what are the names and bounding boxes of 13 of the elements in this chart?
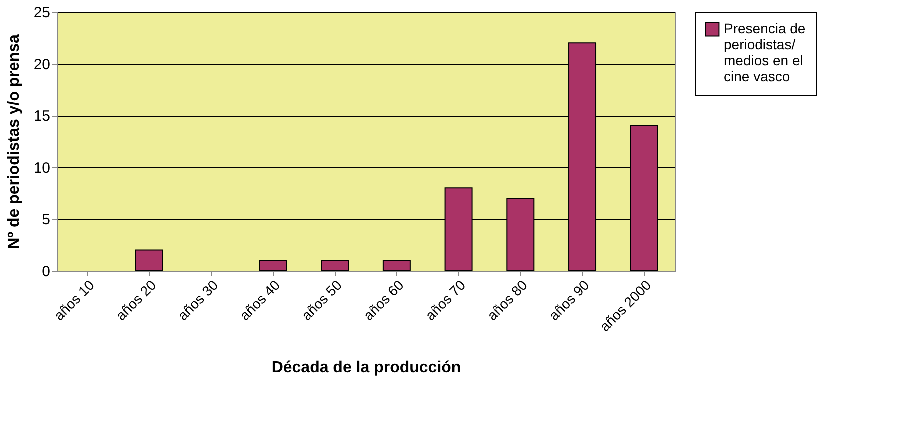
y-tick-label: 20: [34, 56, 50, 74]
bar: [382, 260, 411, 272]
y-tick-label: 10: [34, 160, 50, 177]
legend-label: Presencia de periodistas/ medios en el cine vasco: [724, 20, 806, 84]
bar: [321, 260, 350, 272]
y-tick-label: 15: [34, 108, 50, 126]
x-axis-title: Década de la producción: [272, 360, 462, 377]
y-tick-label: 5: [42, 212, 50, 229]
y-tick-label: 25: [34, 4, 50, 22]
y-tick-label: 0: [42, 264, 50, 280]
bar: [259, 260, 288, 272]
bar: [135, 250, 164, 272]
y-axis-title: Nº de periodistas y/o prensa: [6, 34, 23, 250]
